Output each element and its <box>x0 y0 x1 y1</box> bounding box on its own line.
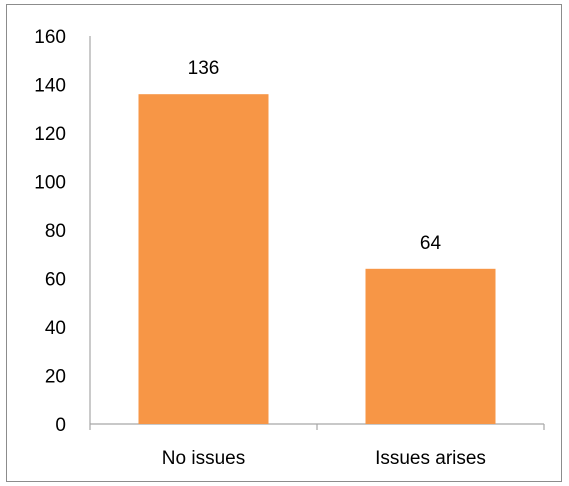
y-tick-label-140: 140 <box>34 76 66 97</box>
x-axis: No issues Issues arises <box>89 423 545 469</box>
y-tick-label-160: 160 <box>34 27 66 48</box>
y-tick-label-80: 80 <box>45 221 66 242</box>
y-axis: 0 20 40 60 80 100 120 140 160 <box>34 27 91 436</box>
x-tick-label-no-issues: No issues <box>162 448 245 469</box>
data-labels: 136 64 <box>188 58 442 254</box>
y-tick-label-60: 60 <box>45 270 66 291</box>
bars <box>138 94 496 424</box>
y-tick-label-20: 20 <box>45 367 66 388</box>
x-tick-label-issues-arises: Issues arises <box>375 448 486 469</box>
x-tick-marks <box>89 424 545 430</box>
y-tick-labels: 0 20 40 60 80 100 120 140 160 <box>34 27 66 436</box>
bar-issues-arises <box>365 268 496 424</box>
bar-no-issues <box>138 94 269 424</box>
x-tick-labels: No issues Issues arises <box>162 448 486 469</box>
y-tick-label-120: 120 <box>34 124 66 145</box>
data-label-no-issues: 136 <box>188 58 220 79</box>
y-tick-label-40: 40 <box>45 318 66 339</box>
y-tick-label-100: 100 <box>34 173 66 194</box>
y-tick-label-0: 0 <box>55 415 66 436</box>
data-label-issues-arises: 64 <box>420 233 442 254</box>
